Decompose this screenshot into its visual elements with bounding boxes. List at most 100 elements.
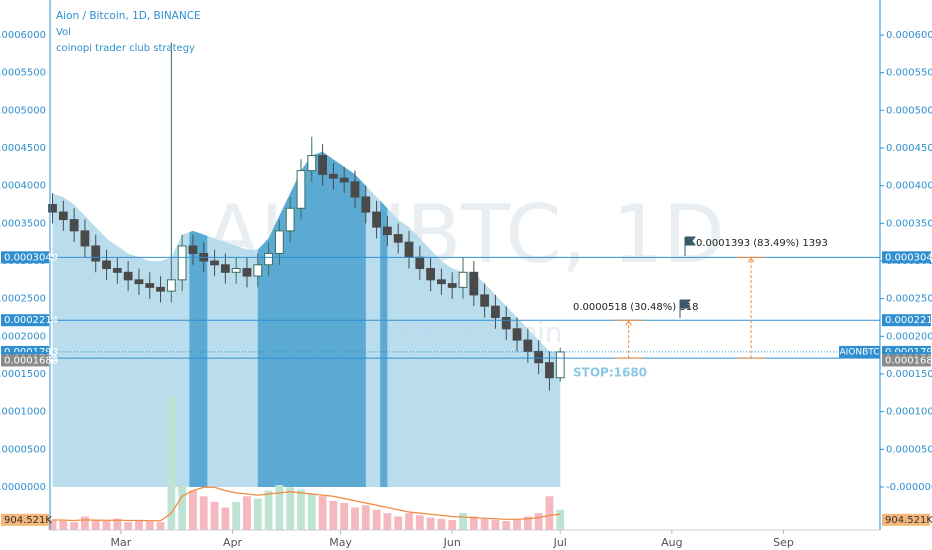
candle-body xyxy=(415,256,425,270)
volume-bar xyxy=(145,521,154,530)
y-tick-label: 0.0006000 xyxy=(0,30,46,41)
candle-body xyxy=(512,328,522,341)
volume-bar xyxy=(372,509,381,530)
candle-body xyxy=(328,173,338,179)
candle-body xyxy=(318,155,327,175)
candle-body xyxy=(296,170,306,209)
volume-bar xyxy=(329,500,338,530)
volume-bar xyxy=(221,507,230,530)
x-tick-label: Jul xyxy=(553,536,567,549)
volume-bar xyxy=(405,513,413,530)
volume-box xyxy=(1,513,49,526)
strategy-name: coinopi trader club strategy xyxy=(56,43,195,54)
candle-body xyxy=(469,271,479,296)
candle-body xyxy=(447,283,457,288)
volume-bar xyxy=(307,494,316,530)
volume-bar xyxy=(415,515,424,530)
candle-body xyxy=(437,279,446,285)
volume-bar xyxy=(253,498,262,530)
candle-body xyxy=(58,211,68,221)
x-tick-label: Sep xyxy=(773,536,794,549)
measure-label: 0.0000518 (30.48%) 518 xyxy=(573,302,698,313)
volume-bar xyxy=(351,507,359,530)
position-range xyxy=(189,151,208,487)
candle-body xyxy=(220,264,230,273)
y-tick-label: 0.0005500 xyxy=(886,68,932,79)
candle-body xyxy=(372,211,381,228)
volume-bar xyxy=(178,485,187,530)
candle-body xyxy=(166,279,176,292)
y-tick-label: 0.0005500 xyxy=(0,68,46,79)
volume-bar xyxy=(210,501,219,530)
y-tick-label: 0.0004000 xyxy=(886,181,932,192)
volume-bar xyxy=(480,518,489,530)
y-tick-label: 0.0003500 xyxy=(886,218,932,229)
x-tick-label: Jun xyxy=(443,536,461,549)
flag-icon xyxy=(679,299,691,318)
level-box xyxy=(1,251,49,264)
volume-bar xyxy=(124,522,133,530)
volume-label: 904.521K xyxy=(885,515,932,526)
measure-arrow xyxy=(747,257,755,263)
candle-body xyxy=(242,268,252,277)
measure-label: 0.0001393 (83.49%) 1393 xyxy=(696,238,828,249)
y-tick-label: 0.0004000 xyxy=(0,181,46,192)
candle-body xyxy=(145,283,155,288)
volume-bar xyxy=(534,513,543,530)
x-tick-label: Aug xyxy=(661,536,682,549)
y-tick-label: 0.0002000 xyxy=(886,331,932,342)
volume-bar xyxy=(437,518,446,530)
volume-bar xyxy=(59,521,68,530)
y-tick-label: 0.0001500 xyxy=(0,369,46,380)
volume-bar xyxy=(243,496,251,530)
volume-bar xyxy=(491,519,500,530)
volume-bar xyxy=(383,513,392,530)
volume-bar xyxy=(135,519,143,530)
level-label: 0.0001680 xyxy=(885,355,932,366)
level-label: 0.0001680 xyxy=(4,355,58,366)
volume-bar xyxy=(426,517,435,530)
y-tick-label: 0.0002000 xyxy=(0,331,46,342)
y-tick-label: 0.0001000 xyxy=(0,407,46,418)
flag-icon xyxy=(684,236,696,256)
volume-bar xyxy=(199,496,208,530)
candle-body xyxy=(555,351,565,379)
candle-body xyxy=(253,264,263,277)
volume-bar xyxy=(523,516,532,530)
x-tick-label: May xyxy=(329,536,352,549)
position-range xyxy=(257,151,366,487)
title: Aion / Bitcoin, 1D, BINANCE xyxy=(56,10,201,22)
y-tick-label: 0.0004500 xyxy=(0,143,46,154)
candle-body xyxy=(458,271,468,288)
level-box xyxy=(882,314,931,327)
volume-bar xyxy=(502,521,511,530)
candle-body xyxy=(491,305,500,319)
symbol-label: AIONBTC xyxy=(839,347,879,357)
y-tick-label: 0.0000500 xyxy=(886,444,932,455)
volume-bar xyxy=(48,519,57,530)
y-tick-label: 0.0002500 xyxy=(886,294,932,305)
volume-bar xyxy=(167,395,176,530)
volume-box xyxy=(882,513,930,526)
level-label: 0.0002214 xyxy=(885,315,932,326)
volume-bar xyxy=(275,485,284,530)
level-box xyxy=(882,354,931,367)
candle-body xyxy=(404,241,414,258)
volume-bar xyxy=(113,518,122,530)
volume-label: 904.521K xyxy=(4,515,52,526)
candle-body xyxy=(80,230,90,247)
y-tick-label: -0.0000000 xyxy=(886,482,932,493)
volume-bar xyxy=(361,505,370,530)
candle-body xyxy=(426,268,436,281)
candle-body xyxy=(274,230,284,254)
stop-label: STOP:1680 xyxy=(573,366,647,380)
candle-body xyxy=(134,279,144,285)
volume-bar xyxy=(556,509,565,530)
candle-body xyxy=(102,260,111,270)
candle-body xyxy=(307,155,317,172)
y-tick-label: 0.0003500 xyxy=(0,218,46,229)
volume-bar xyxy=(102,521,111,530)
candle-body xyxy=(91,245,101,262)
candle-body xyxy=(69,219,79,232)
candle-body xyxy=(210,260,219,266)
